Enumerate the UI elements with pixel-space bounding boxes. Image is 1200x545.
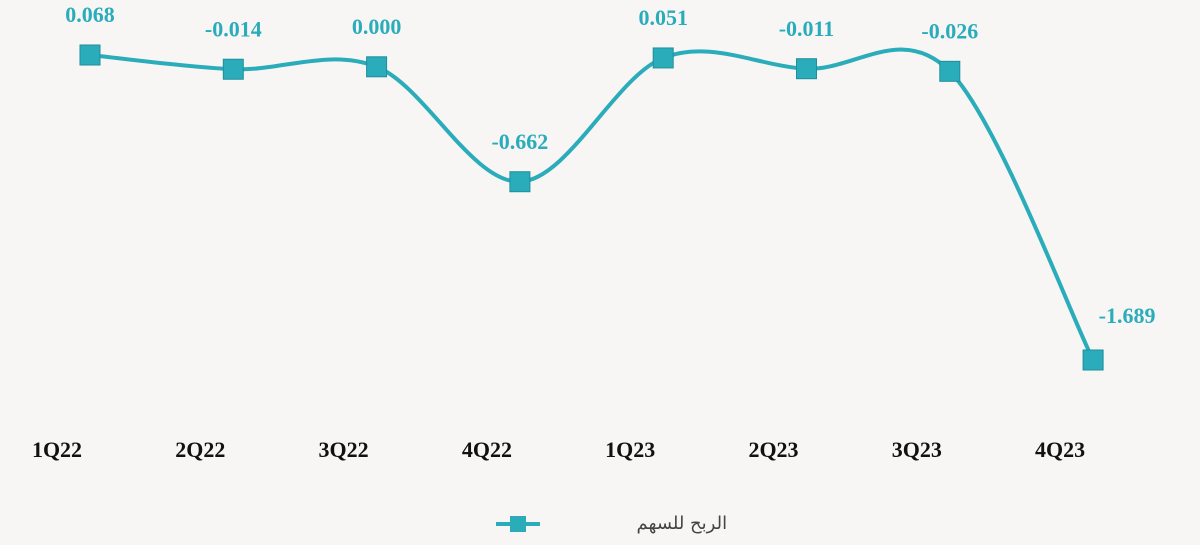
x-tick-label: 1Q23 [605,437,655,462]
data-label: 0.051 [638,5,688,30]
point-marker [366,56,388,78]
x-tick-label: 4Q22 [462,437,512,462]
x-tick-label: 2Q23 [748,437,798,462]
legend-marker [510,516,526,532]
x-tick-label: 3Q23 [892,437,942,462]
x-tick-label: 4Q23 [1035,437,1085,462]
x-tick-label: 2Q22 [175,437,225,462]
point-marker [939,60,961,82]
point-marker [1082,349,1104,371]
x-tick-label: 1Q22 [32,437,82,462]
point-marker [796,58,817,80]
point-marker [79,44,101,66]
x-tick-label: 3Q22 [319,437,369,462]
data-label: -0.014 [205,16,262,41]
data-label: -0.662 [491,129,548,154]
point-marker [509,171,531,193]
data-label: 0.068 [65,2,115,27]
legend-label: الربح للسهم [637,513,728,534]
data-label: -0.026 [921,18,978,43]
data-label: 0.000 [352,14,402,39]
point-marker [222,58,244,80]
data-label: -1.689 [1099,303,1156,328]
point-marker [652,47,674,69]
data-label: -0.011 [779,16,835,41]
